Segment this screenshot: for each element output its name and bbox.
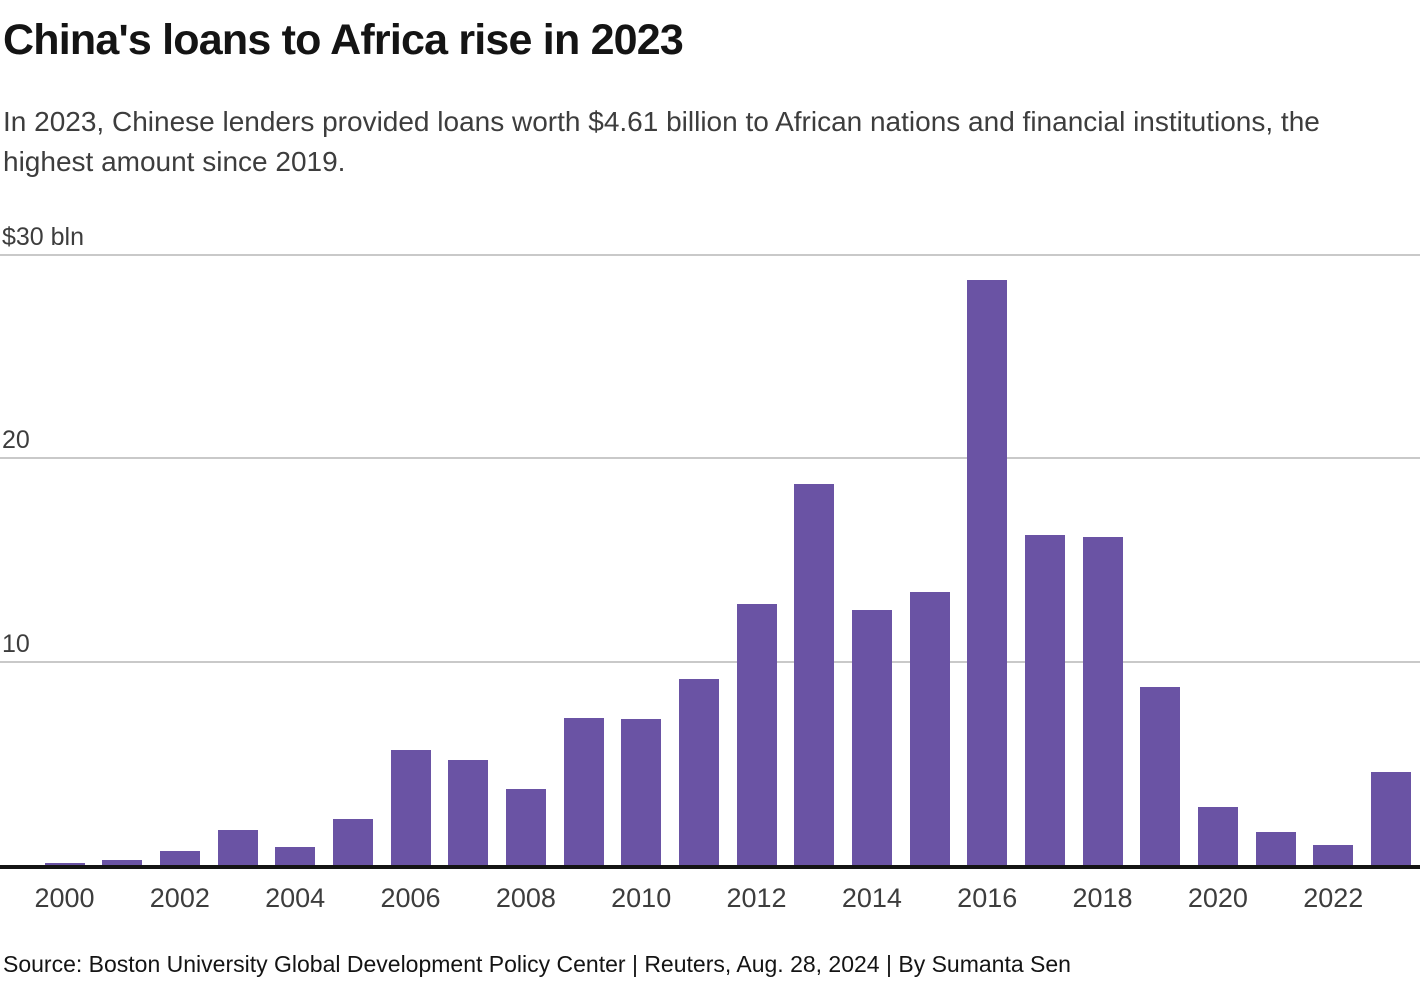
bar-2023 bbox=[1370, 772, 1411, 866]
bar-2001 bbox=[102, 860, 143, 866]
x-axis-tick-label-2014: 2014 bbox=[841, 883, 902, 913]
chart-title: China's loans to Africa rise in 2023 bbox=[3, 16, 684, 64]
gridline-30 bbox=[0, 254, 1420, 256]
bar-2003 bbox=[217, 830, 258, 866]
bar-2012 bbox=[736, 604, 777, 866]
x-axis-tick-label-2000: 2000 bbox=[34, 883, 95, 913]
bar-2004 bbox=[275, 847, 316, 866]
gridline-20 bbox=[0, 457, 1420, 459]
x-axis-line bbox=[0, 865, 1420, 869]
bar-2008 bbox=[505, 789, 546, 866]
x-axis-tick-label-2016: 2016 bbox=[957, 883, 1018, 913]
bar-2015 bbox=[909, 592, 950, 866]
source-attribution: Source: Boston University Global Develop… bbox=[3, 951, 1071, 977]
x-axis-tick-label-2002: 2002 bbox=[149, 883, 210, 913]
bar-2005 bbox=[332, 819, 373, 866]
x-axis-tick-label-2022: 2022 bbox=[1303, 883, 1364, 913]
x-axis-tick-label-2020: 2020 bbox=[1187, 883, 1248, 913]
x-axis-tick-label-2006: 2006 bbox=[380, 883, 441, 913]
bar-2020 bbox=[1197, 807, 1238, 866]
y-axis-tick-label: $30 bln bbox=[2, 223, 85, 251]
bar-2018 bbox=[1082, 537, 1123, 866]
x-axis-tick-label-2004: 2004 bbox=[265, 883, 326, 913]
bar-2002 bbox=[159, 851, 200, 866]
bar-2009 bbox=[563, 718, 604, 866]
bar-2013 bbox=[794, 484, 835, 866]
gridline-10 bbox=[0, 661, 1420, 663]
bar-2022 bbox=[1313, 845, 1354, 866]
bar-2011 bbox=[678, 679, 719, 866]
bar-2014 bbox=[851, 610, 892, 866]
bar-2019 bbox=[1140, 687, 1181, 866]
bar-2016 bbox=[967, 280, 1008, 866]
x-axis-tick-label-2008: 2008 bbox=[495, 883, 556, 913]
x-axis-tick-label-2010: 2010 bbox=[611, 883, 672, 913]
chart-subtitle: In 2023, Chinese lenders provided loans … bbox=[3, 106, 1320, 177]
x-axis-tick-label-2018: 2018 bbox=[1072, 883, 1133, 913]
bar-2006 bbox=[390, 750, 431, 866]
bar-2000 bbox=[44, 863, 85, 866]
bar-2017 bbox=[1024, 535, 1065, 866]
y-axis-tick-label: 20 bbox=[2, 426, 30, 454]
y-axis-tick-label: 10 bbox=[2, 630, 30, 658]
bar-2007 bbox=[448, 760, 489, 866]
bar-2021 bbox=[1255, 832, 1296, 866]
bar-2010 bbox=[621, 719, 662, 866]
x-axis-tick-label-2012: 2012 bbox=[726, 883, 787, 913]
